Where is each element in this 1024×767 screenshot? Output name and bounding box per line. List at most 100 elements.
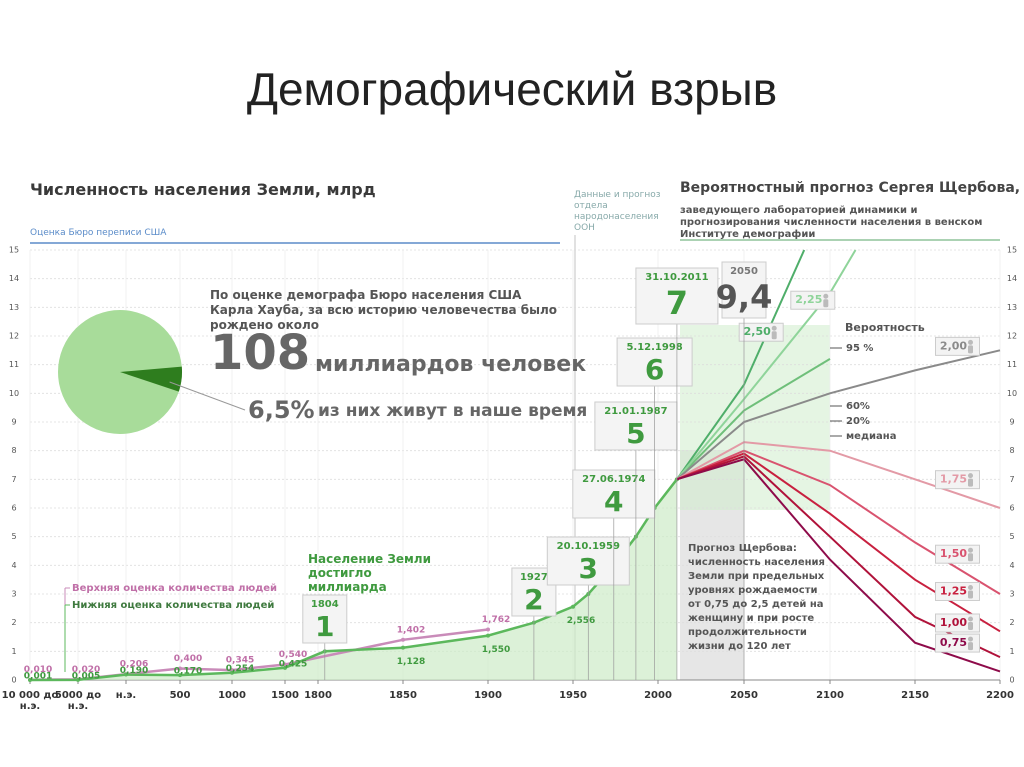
y-tick-label: 3 <box>11 590 16 599</box>
point <box>124 672 128 677</box>
x-tick-label: 2100 <box>816 690 844 701</box>
milestone-date: 1804 <box>311 599 339 610</box>
value-label: 0,540 <box>279 650 307 660</box>
point <box>283 665 287 670</box>
point <box>76 677 80 682</box>
series-label: 1,75 <box>940 473 967 486</box>
person-icon <box>968 339 973 345</box>
person-icon <box>968 590 973 599</box>
x-tick-label: 500 <box>169 690 191 701</box>
probability-label: медиана <box>846 431 896 442</box>
y-tick-label: 14 <box>1007 274 1017 283</box>
value-label: 0,001 <box>24 671 52 681</box>
series-label: 1,50 <box>940 547 967 560</box>
source-note: Оценка Бюро переписи США <box>30 228 167 238</box>
milestone-value: 7 <box>666 284 688 322</box>
point <box>283 662 287 667</box>
milestone-date: 31.10.2011 <box>645 272 708 283</box>
point <box>571 604 575 609</box>
milestone-value: 2 <box>524 583 543 616</box>
pie-total: 108 <box>210 325 311 381</box>
value-label: 0,254 <box>226 664 254 674</box>
person-icon <box>968 547 973 553</box>
x-tick-label: н.э. <box>115 690 137 701</box>
point <box>486 633 490 638</box>
milestone-box <box>302 594 348 644</box>
y-tick-label: 8 <box>11 446 16 455</box>
x-tick-label: 1900 <box>474 690 502 701</box>
point <box>401 637 405 642</box>
person-icon <box>968 636 973 642</box>
person-icon <box>823 293 829 299</box>
series-label: 2,25 <box>795 293 822 306</box>
milestone-value: 1 <box>315 610 334 643</box>
y-tick-label: 13 <box>1007 303 1017 312</box>
line <box>676 249 857 480</box>
value-label: 0,206 <box>120 660 148 670</box>
area <box>30 479 677 680</box>
value-label: 0,005 <box>72 671 100 681</box>
y-tick-label: 9 <box>11 418 16 427</box>
value-label: 0,425 <box>279 659 307 669</box>
person-icon <box>823 299 829 308</box>
y-tick-label: 15 <box>9 246 19 255</box>
y-tick-label: 10 <box>9 389 19 398</box>
x-tick-label: 5000 до н.э. <box>54 690 102 712</box>
pie-slice <box>120 366 183 392</box>
pie-caption: из них живут в наше время <box>318 401 588 421</box>
person-icon <box>968 584 973 590</box>
y-tick-label: 12 <box>1007 332 1017 341</box>
milestone-value: 4 <box>604 485 623 518</box>
milestone-value: 5 <box>626 417 645 450</box>
legend-label: Нижняя оценка количества людей <box>72 600 274 611</box>
y-tick-label: 3 <box>1009 590 1014 599</box>
x-tick-label: 10 000 до н.э. <box>1 690 59 712</box>
y-tick-label: 2 <box>11 618 16 627</box>
y-tick-label: 10 <box>1007 389 1017 398</box>
series-label: 1,25 <box>940 584 967 597</box>
point <box>178 666 182 671</box>
y-tick-label: 4 <box>11 561 16 570</box>
x-tick-label: 2200 <box>986 690 1014 701</box>
person-icon <box>968 553 973 562</box>
milestone-box <box>616 337 693 387</box>
y-tick-label: 7 <box>1009 475 1014 484</box>
x-tick-label: 2000 <box>644 690 672 701</box>
point <box>178 673 182 678</box>
person-icon <box>968 345 973 354</box>
milestone-date: 5.12.1998 <box>626 342 682 353</box>
milestone-box <box>546 536 630 586</box>
milestone-date: 21.01.1987 <box>604 406 667 417</box>
y-tick-label: 11 <box>1007 360 1017 369</box>
value-label: 1,128 <box>397 657 425 667</box>
value-label: 0,400 <box>174 654 202 664</box>
value-label: 0,170 <box>174 667 202 677</box>
value-label: 0,020 <box>72 665 100 675</box>
point <box>230 670 234 675</box>
annotation: Население Земли достигло миллиарда <box>308 552 432 594</box>
milestone-date: 27.06.1974 <box>582 474 645 485</box>
value-label: 0,190 <box>120 666 148 676</box>
value-label: 0,010 <box>24 665 52 675</box>
line <box>676 349 1001 481</box>
y-tick-label: 6 <box>11 504 16 513</box>
milestone-date: 2050 <box>730 266 758 277</box>
value-label: 0,345 <box>226 656 254 666</box>
milestone-box <box>572 469 656 519</box>
pie-total-label: миллиардов человек <box>315 352 587 377</box>
legend-label: Верхняя оценка количества людей <box>72 583 277 594</box>
person-icon <box>968 616 973 622</box>
value-label: 1,762 <box>482 615 510 625</box>
x-tick-label: 1950 <box>559 690 587 701</box>
point <box>486 627 490 632</box>
milestone-value: 6 <box>645 353 664 386</box>
y-tick-label: 11 <box>9 360 19 369</box>
y-tick-label: 13 <box>9 303 19 312</box>
y-tick-label: 15 <box>1007 246 1017 255</box>
person-icon <box>771 331 777 340</box>
y-tick-label: 5 <box>1009 532 1014 541</box>
probability-title: Вероятность <box>845 321 925 334</box>
pie-value-label: 6,5% <box>248 396 315 424</box>
